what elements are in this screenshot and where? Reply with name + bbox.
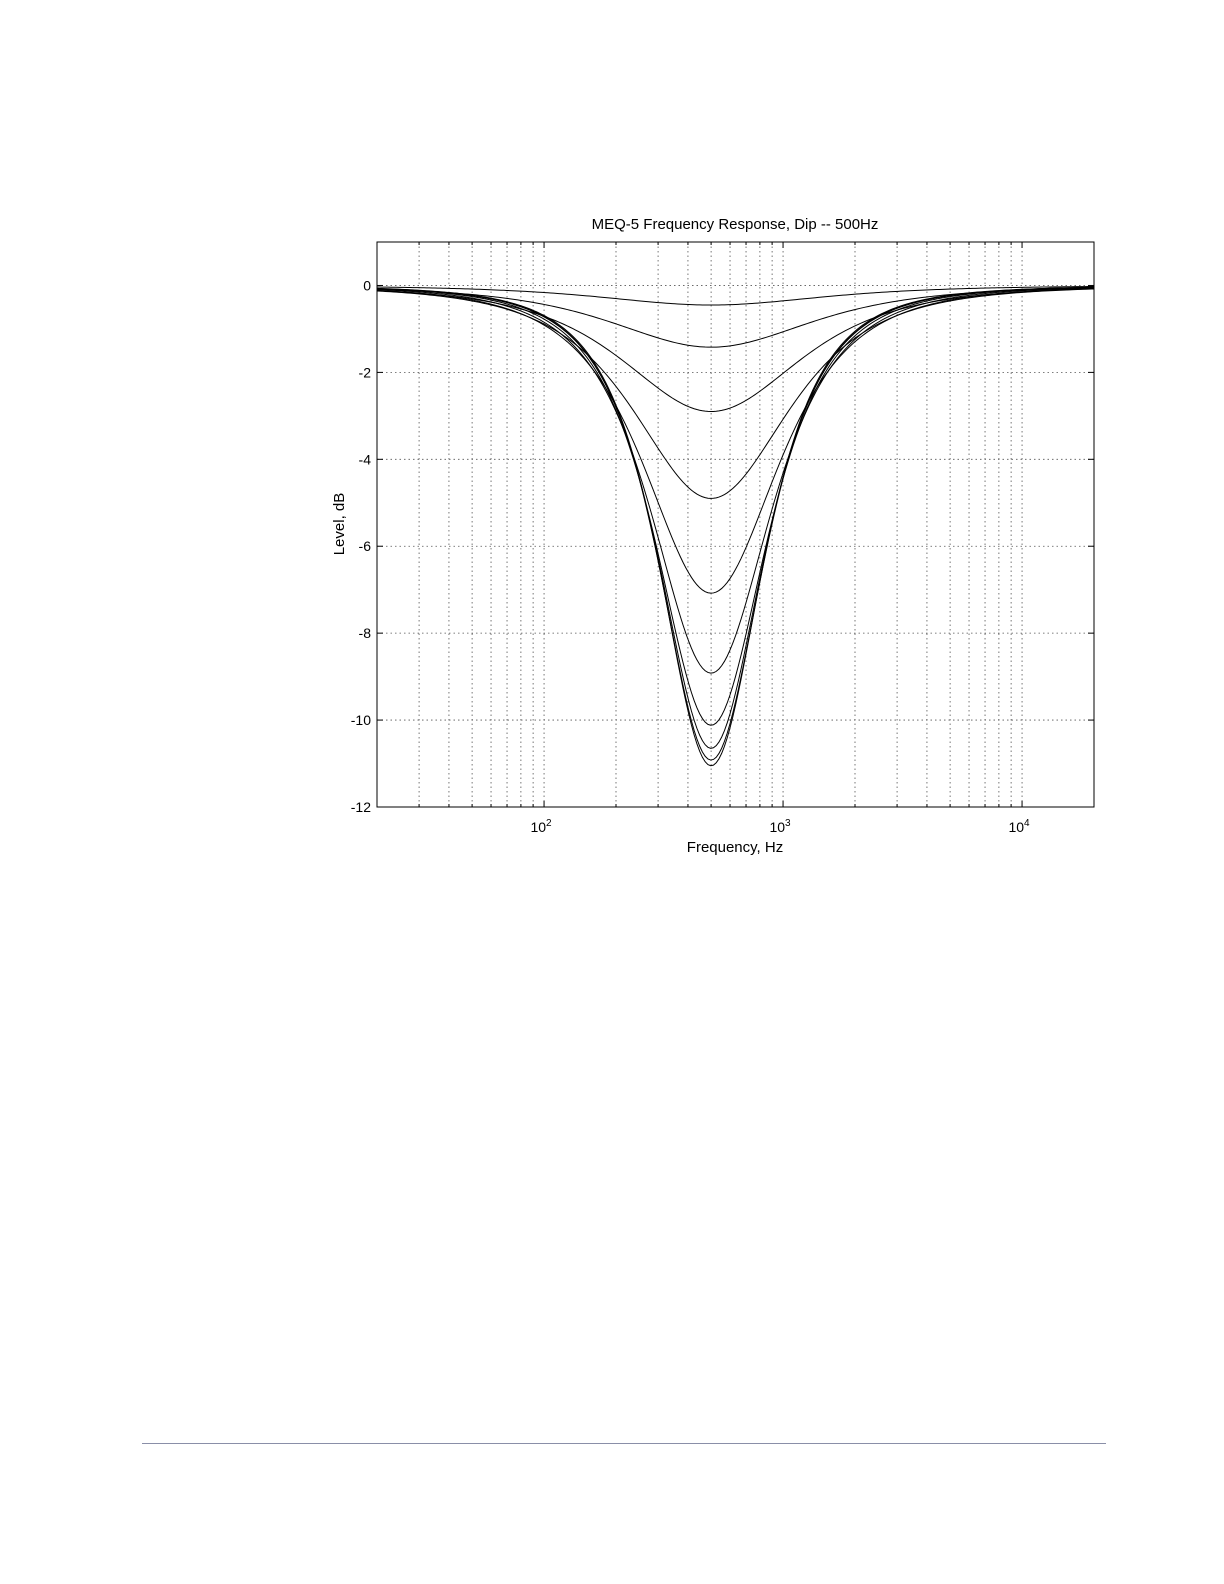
plot-area-frame [376, 241, 1095, 808]
y-tick-label: -4 [359, 451, 372, 467]
response-curve-10 [376, 286, 1095, 767]
x-tick-label: 104 [1008, 818, 1030, 835]
chart-title: MEQ-5 Frequency Response, Dip -- 500Hz [592, 216, 879, 233]
footer-rule [142, 1443, 1106, 1444]
response-curve-4 [376, 288, 1095, 499]
x-axis-ticks: 102 103 104 [376, 242, 1095, 835]
y-axis-label: Level, dB [331, 493, 348, 556]
response-curve-1 [376, 286, 1095, 306]
response-curve-7 [376, 287, 1095, 726]
y-tick-label: -2 [359, 364, 372, 380]
response-curve-5 [376, 287, 1095, 594]
x-axis-label: Frequency, Hz [687, 839, 783, 856]
response-curve-6 [376, 287, 1095, 674]
y-tick-label: -12 [351, 799, 371, 815]
response-curves [376, 286, 1095, 767]
response-curve-9 [376, 286, 1095, 761]
y-axis-ticks: 0 -2 -4 -6 -8 -10 -12 [351, 277, 1094, 815]
x-tick-label: 103 [769, 818, 791, 835]
y-tick-label: -10 [351, 712, 371, 728]
y-tick-label: 0 [363, 277, 371, 293]
y-tick-label: -6 [359, 538, 372, 554]
y-tick-label: -8 [359, 625, 372, 641]
grid-lines [377, 242, 1094, 807]
x-tick-label: 102 [530, 818, 552, 835]
response-curve-3 [376, 288, 1095, 413]
response-curve-8 [376, 286, 1095, 749]
